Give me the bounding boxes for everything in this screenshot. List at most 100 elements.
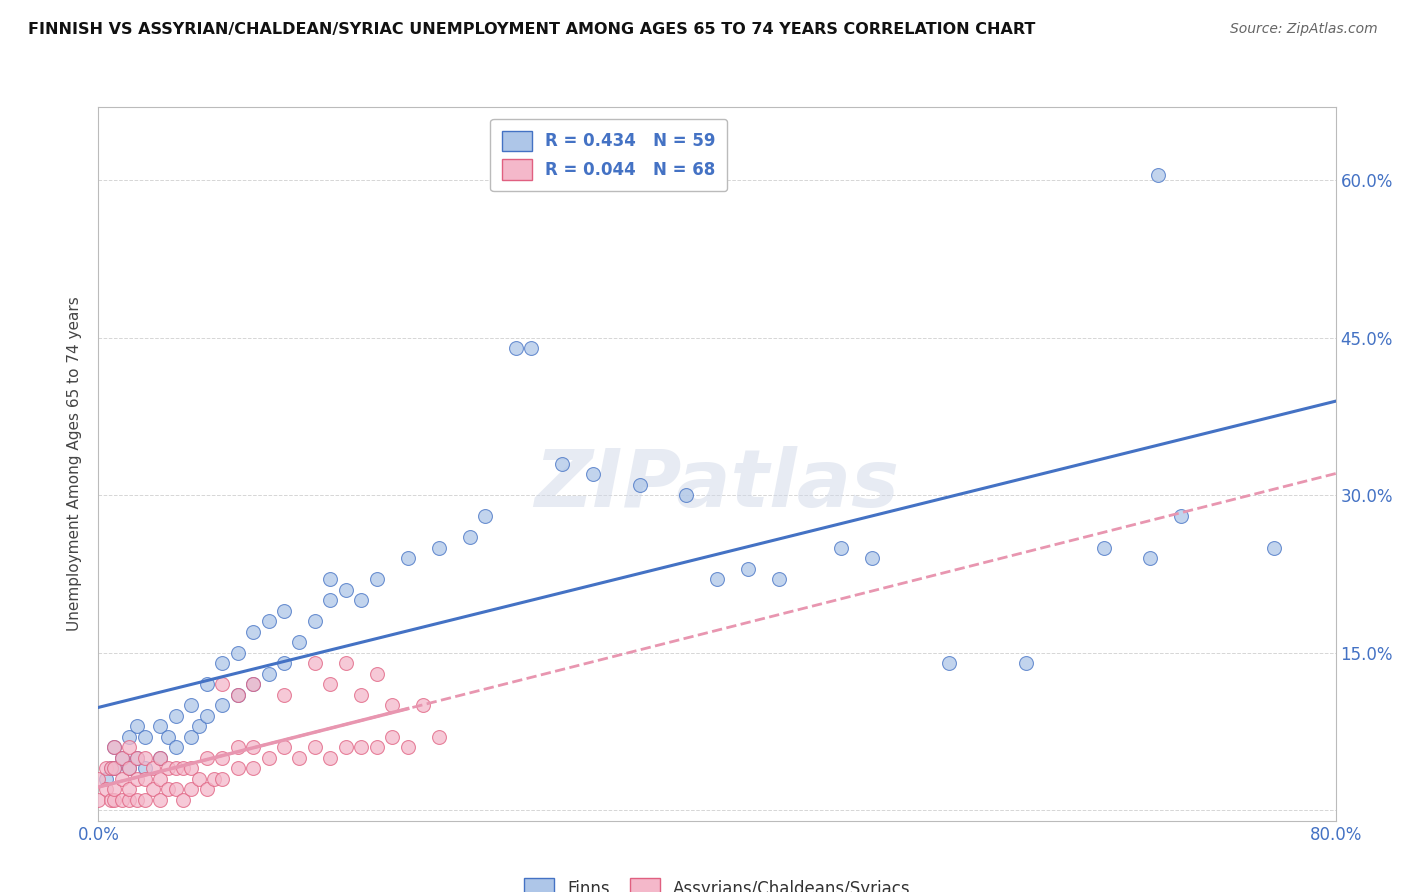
Point [127, 792, 149, 806]
Point [582, 467, 605, 482]
Point [103, 792, 125, 806]
Point [103, 761, 125, 775]
Point [396, 551, 419, 566]
Point [1263, 541, 1285, 555]
Point [100, 761, 122, 775]
Point [103, 782, 125, 797]
Point [319, 572, 342, 586]
Point [157, 730, 180, 744]
Point [242, 740, 264, 755]
Point [381, 730, 404, 744]
Point [165, 740, 187, 755]
Point [111, 750, 134, 764]
Point [830, 541, 852, 555]
Point [149, 772, 172, 786]
Point [1092, 541, 1115, 555]
Y-axis label: Unemployment Among Ages 65 to 74 years: Unemployment Among Ages 65 to 74 years [67, 296, 83, 632]
Point [165, 782, 187, 797]
Point [396, 740, 419, 755]
Point [366, 572, 388, 586]
Point [96, 782, 118, 797]
Point [211, 698, 233, 713]
Point [273, 688, 295, 702]
Point [127, 772, 149, 786]
Point [134, 761, 156, 775]
Point [242, 677, 264, 691]
Point [737, 562, 759, 576]
Point [304, 614, 326, 628]
Point [1015, 657, 1038, 671]
Point [335, 582, 357, 597]
Point [195, 782, 218, 797]
Point [860, 551, 883, 566]
Point [242, 761, 264, 775]
Point [118, 761, 141, 775]
Point [180, 698, 202, 713]
Point [226, 688, 249, 702]
Point [427, 541, 450, 555]
Point [195, 750, 218, 764]
Point [412, 698, 434, 713]
Point [366, 666, 388, 681]
Point [96, 761, 118, 775]
Point [165, 708, 187, 723]
Point [458, 530, 481, 544]
Point [87, 792, 110, 806]
Point [127, 719, 149, 733]
Point [127, 750, 149, 764]
Point [103, 740, 125, 755]
Point [319, 593, 342, 607]
Point [180, 782, 202, 797]
Point [195, 708, 218, 723]
Point [288, 750, 311, 764]
Point [118, 730, 141, 744]
Point [149, 750, 172, 764]
Point [273, 657, 295, 671]
Point [188, 719, 211, 733]
Point [273, 604, 295, 618]
Point [118, 761, 141, 775]
Point [211, 772, 233, 786]
Point [335, 657, 357, 671]
Point [100, 792, 122, 806]
Point [165, 761, 187, 775]
Text: Source: ZipAtlas.com: Source: ZipAtlas.com [1230, 22, 1378, 37]
Point [211, 657, 233, 671]
Point [157, 782, 180, 797]
Point [226, 740, 249, 755]
Point [242, 624, 264, 639]
Point [180, 761, 202, 775]
Point [319, 750, 342, 764]
Point [257, 666, 280, 681]
Point [938, 657, 960, 671]
Point [257, 614, 280, 628]
Point [551, 457, 574, 471]
Point [111, 750, 134, 764]
Point [335, 740, 357, 755]
Point [134, 750, 156, 764]
Point [350, 593, 373, 607]
Point [226, 646, 249, 660]
Point [188, 772, 211, 786]
Point [103, 740, 125, 755]
Point [1139, 551, 1161, 566]
Point [304, 657, 326, 671]
Point [706, 572, 728, 586]
Point [149, 719, 172, 733]
Point [350, 688, 373, 702]
Point [180, 730, 202, 744]
Point [304, 740, 326, 755]
Point [675, 488, 697, 502]
Point [100, 761, 122, 775]
Text: ZIPatlas: ZIPatlas [534, 446, 900, 524]
Point [366, 740, 388, 755]
Point [111, 792, 134, 806]
Point [1147, 168, 1170, 182]
Point [173, 792, 195, 806]
Point [226, 688, 249, 702]
Point [628, 478, 651, 492]
Point [257, 750, 280, 764]
Point [134, 792, 156, 806]
Point [142, 761, 165, 775]
Point [111, 772, 134, 786]
